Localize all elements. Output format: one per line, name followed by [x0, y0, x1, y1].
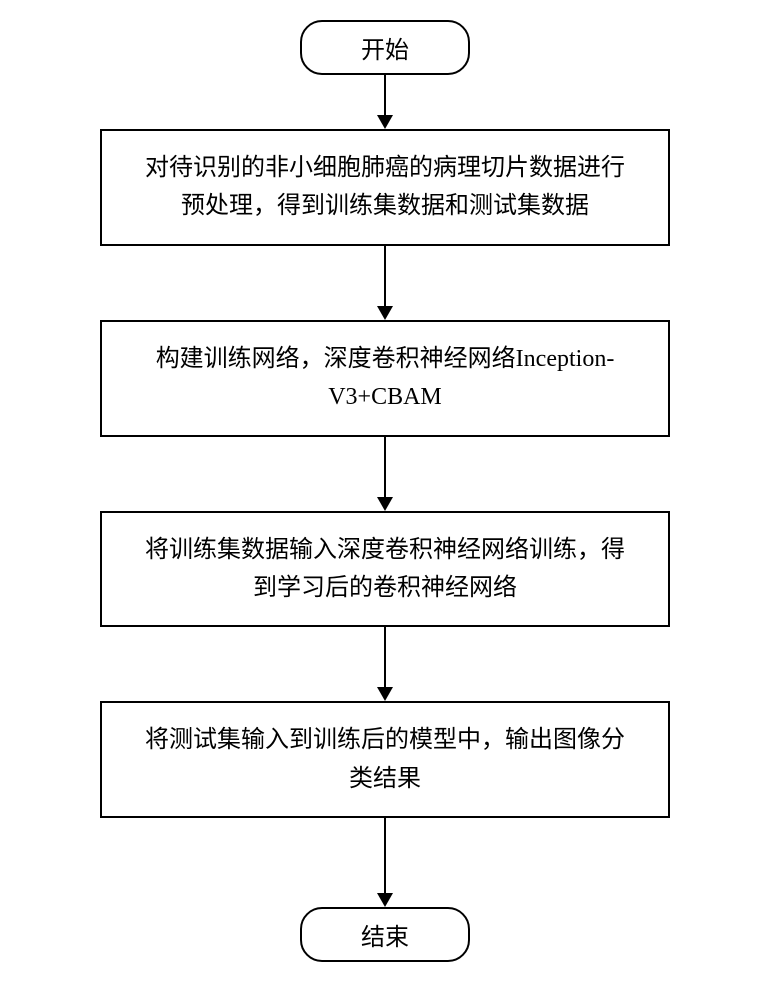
- step3-line1: 将训练集数据输入深度卷积神经网络训练，得: [122, 531, 648, 569]
- step1-line1: 对待识别的非小细胞肺癌的病理切片数据进行: [122, 149, 648, 187]
- step3-node: 将训练集数据输入深度卷积神经网络训练，得 到学习后的卷积神经网络: [100, 511, 670, 628]
- step4-line1: 将测试集输入到训练后的模型中，输出图像分: [122, 721, 648, 759]
- arrow-line: [384, 627, 386, 687]
- arrow-head-icon: [377, 115, 393, 129]
- arrow-2: [377, 246, 393, 320]
- arrow-1: [377, 75, 393, 129]
- arrow-head-icon: [377, 306, 393, 320]
- arrow-head-icon: [377, 497, 393, 511]
- step4-node: 将测试集输入到训练后的模型中，输出图像分 类结果: [100, 701, 670, 818]
- step4-line2: 类结果: [122, 760, 648, 798]
- step2-line1: 构建训练网络，深度卷积神经网络Inception-: [122, 340, 648, 378]
- arrow-3: [377, 437, 393, 511]
- step2-line2: V3+CBAM: [122, 378, 648, 416]
- step1-node: 对待识别的非小细胞肺癌的病理切片数据进行 预处理，得到训练集数据和测试集数据: [100, 129, 670, 246]
- arrow-head-icon: [377, 687, 393, 701]
- step1-line2: 预处理，得到训练集数据和测试集数据: [122, 187, 648, 225]
- arrow-line: [384, 437, 386, 497]
- arrow-line: [384, 818, 386, 893]
- end-node: 结束: [300, 907, 470, 962]
- arrow-line: [384, 75, 386, 115]
- start-label: 开始: [361, 38, 409, 64]
- step3-line2: 到学习后的卷积神经网络: [122, 569, 648, 607]
- arrow-head-icon: [377, 893, 393, 907]
- arrow-5: [377, 818, 393, 907]
- arrow-line: [384, 246, 386, 306]
- end-label: 结束: [361, 925, 409, 951]
- step2-node: 构建训练网络，深度卷积神经网络Inception- V3+CBAM: [100, 320, 670, 437]
- arrow-4: [377, 627, 393, 701]
- flowchart-container: 开始 对待识别的非小细胞肺癌的病理切片数据进行 预处理，得到训练集数据和测试集数…: [100, 20, 670, 962]
- start-node: 开始: [300, 20, 470, 75]
